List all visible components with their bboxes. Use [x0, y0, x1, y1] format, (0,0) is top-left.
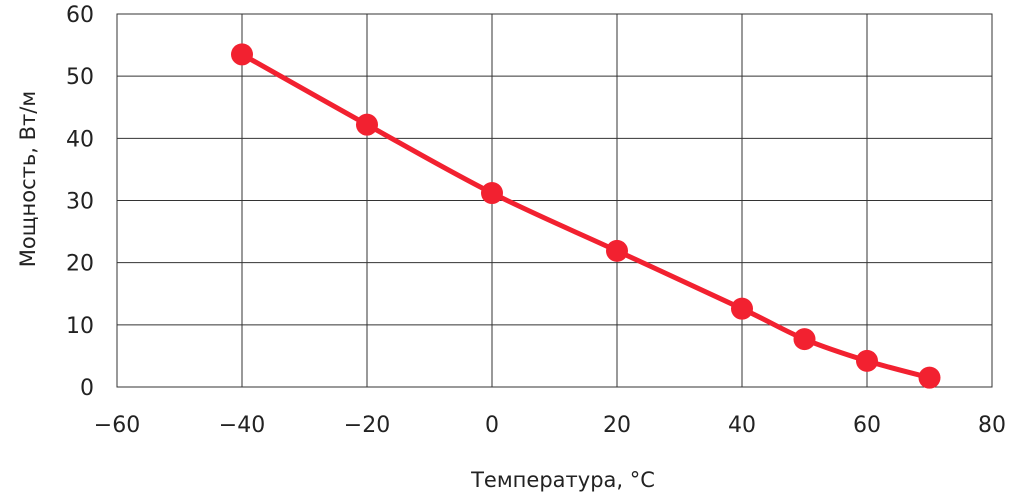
y-tick-label: 10 — [66, 314, 94, 339]
data-point — [231, 43, 253, 66]
x-tick-label: −60 — [94, 413, 140, 438]
x-tick-label: 0 — [485, 413, 499, 438]
data-point — [918, 366, 941, 389]
data-point — [731, 297, 753, 320]
x-tick-label: 80 — [978, 413, 1006, 438]
data-point — [606, 239, 628, 262]
x-tick-label: 40 — [728, 413, 756, 438]
x-tick-label: 60 — [853, 413, 881, 438]
series — [231, 43, 941, 389]
data-point — [356, 113, 378, 136]
data-point — [793, 328, 816, 351]
data-point — [856, 349, 878, 372]
grid — [116, 13, 993, 388]
plot-border — [116, 13, 993, 388]
x-axis-title: Температура, °C — [470, 468, 655, 492]
x-tick-label: −40 — [219, 413, 265, 438]
y-tick-label: 30 — [66, 190, 94, 215]
y-tick-label: 20 — [66, 252, 94, 277]
series-line — [239, 51, 932, 381]
y-axis-title: Мощность, Вт/м — [16, 91, 40, 267]
y-tick-label: 40 — [66, 127, 94, 152]
x-tick-label: 20 — [603, 413, 631, 438]
x-tick-label: −20 — [344, 413, 390, 438]
y-tick-label: 0 — [80, 376, 94, 401]
data-point — [481, 182, 503, 205]
y-tick-label: 50 — [66, 65, 94, 90]
tick-labels: −60 −40 −20 0 20 40 60 80 0 10 20 30 40 50 60 — [66, 3, 1006, 438]
y-tick-label: 60 — [66, 3, 94, 28]
